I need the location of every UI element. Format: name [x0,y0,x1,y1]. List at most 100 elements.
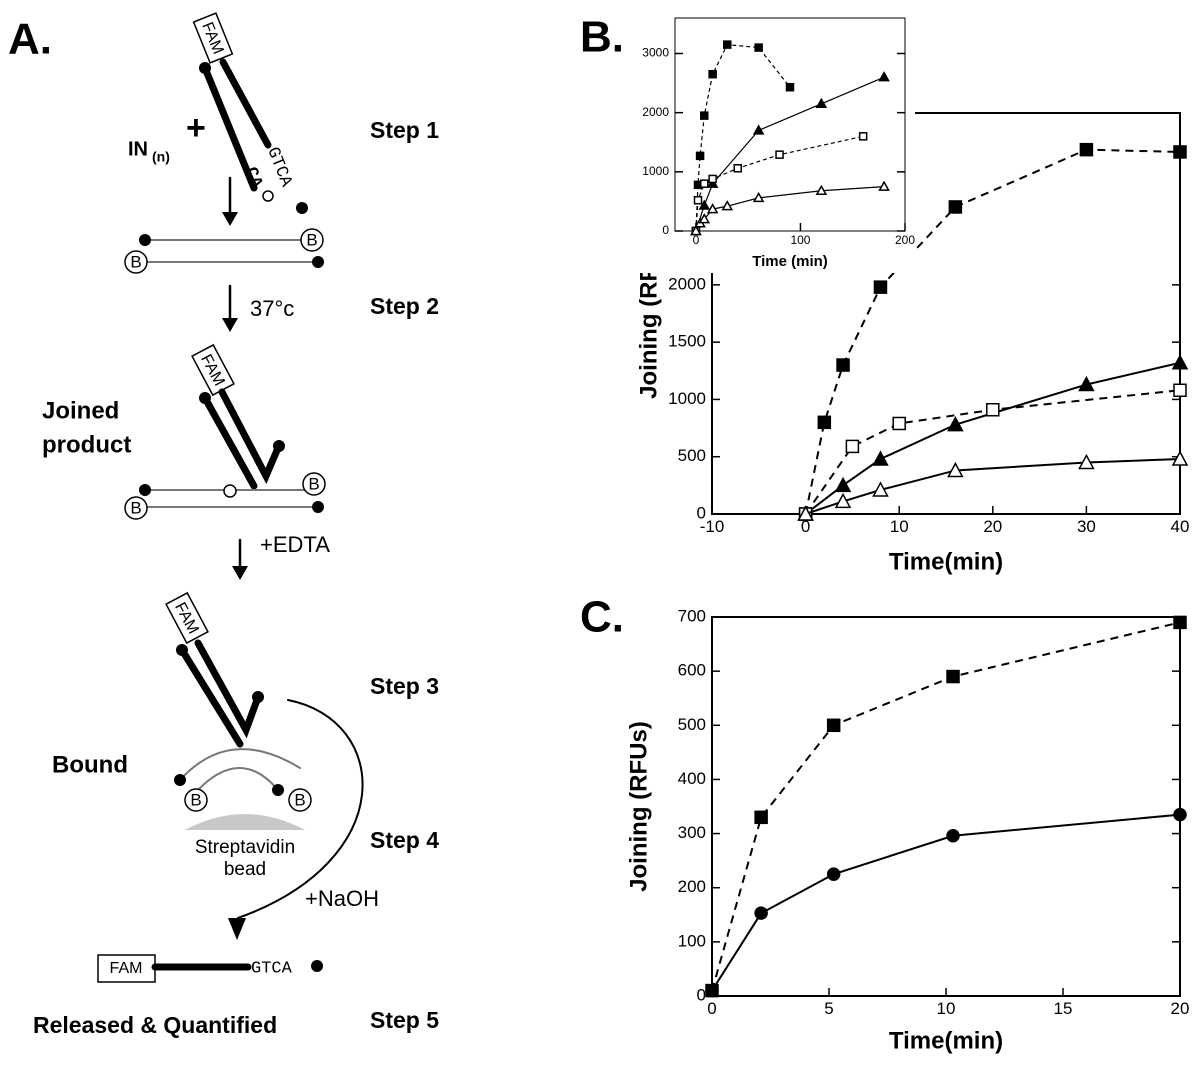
panel-label: A. [8,15,52,64]
point [705,983,719,998]
fam-box: FAM [165,591,209,645]
x-tick-label: 10 [890,517,909,536]
point [946,669,960,684]
fam-rect [97,954,156,983]
y-tick-label: 0 [697,985,706,1004]
point [1079,142,1094,157]
step-label: Step 1 [370,117,439,143]
point [693,195,703,205]
point [947,461,964,478]
arrow [228,699,364,940]
dna [179,748,301,781]
inset-bg [635,10,915,273]
in-sub: (n) [152,149,170,165]
biotin: B [300,228,324,252]
series-line [711,813,1181,992]
point [708,69,717,79]
dot [176,644,188,656]
point [892,416,906,431]
dot [139,484,151,496]
step-label: Step 2 [370,293,439,319]
y-axis-label: Joining (RFUs) [625,721,652,892]
x-tick-label: 0 [707,999,716,1018]
biotin: B [124,496,148,520]
open-dot [262,190,274,202]
temp-label: 37°c [250,296,294,321]
y-tick-label: 1000 [668,389,706,408]
y-tick-label: 500 [678,715,706,734]
fam-rect [192,12,234,64]
x-tick-label: 0 [801,517,810,536]
point [708,174,717,184]
plus: + [186,109,206,147]
point [1173,615,1187,630]
point [1078,453,1095,470]
y-tick-label: 3000 [642,46,669,60]
dot [311,960,323,972]
dot [252,691,264,703]
point [815,97,828,109]
y-tick-label: 500 [678,446,706,465]
y-tick-label: 0 [697,503,706,522]
arrow [222,176,238,226]
biotin: B [124,250,148,274]
dot [272,784,284,796]
released-label: Released & Quantified [33,1012,277,1038]
point [826,718,841,733]
x-axis-label: Time(min) [889,548,1003,575]
x-tick-label: 10 [937,999,956,1018]
y-tick-label: 2000 [642,105,669,119]
panel-label: B. [580,13,624,62]
point [826,867,841,881]
x-tick-label: 15 [1054,999,1073,1018]
bead-label: Streptavidin [195,837,295,858]
edta-label: +EDTA [260,532,330,557]
y-tick-label: 0 [662,223,669,237]
step-label: Step 5 [370,1007,439,1033]
biotin-label: B [130,252,141,271]
fam-box: FAM [192,12,234,64]
x-tick-label: 30 [1077,517,1096,536]
x-tick-label: 200 [895,233,915,247]
arrow [232,538,248,580]
fam-label: FAM [110,960,143,977]
step-label: Step 4 [370,827,439,853]
plot-frame [674,17,906,232]
bead [185,814,305,830]
step-label: Step 3 [370,673,439,699]
strand [201,394,258,490]
strand [194,639,261,739]
point [815,184,828,196]
biotin-label: B [308,474,319,493]
point [754,810,768,825]
plot-frame [711,112,1181,515]
strand [219,58,272,149]
y-tick-label: 1000 [642,164,669,178]
panel-label: C. [580,593,624,642]
point [834,476,852,493]
point [834,492,852,509]
bound-label: Bound [52,751,128,778]
chart: 0 1000 2000 3000 0 100 200 Time (min) [635,10,915,273]
point [752,124,765,135]
x-tick-label: 40 [1171,517,1190,536]
point [733,164,742,173]
dot [296,202,308,214]
x-tick-label: 20 [983,517,1002,536]
point [1078,375,1095,392]
strand [201,64,258,192]
chart: 0 100 200 300 400 500 600 700 0 5 10 15 20 Time(min) J… [625,606,1189,1054]
point [700,179,709,188]
plot-frame [711,616,1181,997]
biotin-label: B [306,230,317,249]
point [785,82,795,92]
open-dot [223,484,237,498]
point [872,450,889,466]
point [1173,807,1187,822]
fam-box: FAM [191,343,235,397]
gtca: GTCA [251,959,293,978]
point [797,505,814,521]
point [845,439,860,454]
point [1173,383,1187,398]
